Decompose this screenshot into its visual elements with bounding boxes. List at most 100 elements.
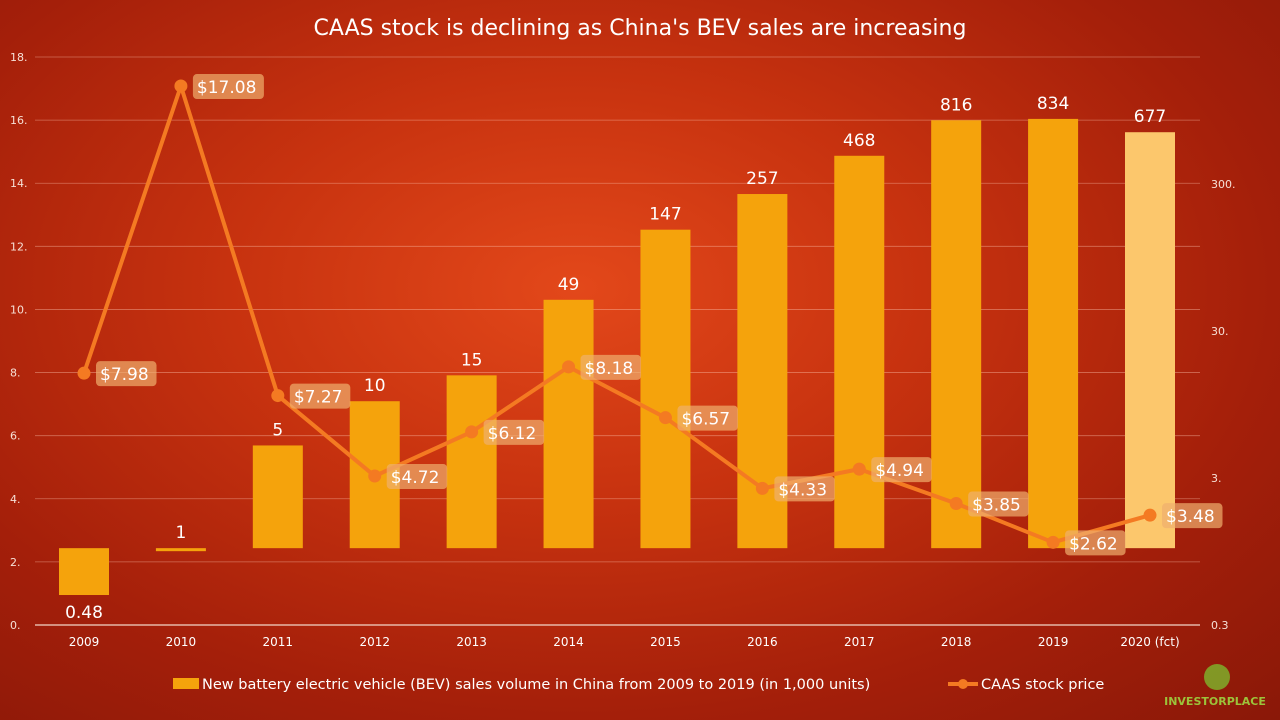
- stock-price-label: $6.57: [681, 410, 730, 430]
- stock-price-marker: [465, 425, 479, 439]
- left-axis-tick: 6.: [10, 430, 21, 443]
- x-axis-labels: 2009 2010 2011 2012 2013 2014 2015 2016 2017 2018…: [69, 635, 1180, 649]
- logo-globe-icon: [1204, 664, 1230, 690]
- left-axis-tick: 10.: [10, 303, 28, 316]
- stock-price-label: $4.94: [875, 461, 924, 481]
- left-axis-tick: 18.: [10, 51, 28, 64]
- left-axis-tick: 12.: [10, 240, 28, 253]
- stock-price-label-box: [968, 491, 1029, 517]
- x-axis-label: 2015: [650, 635, 681, 649]
- bar-value-label: 834: [1037, 94, 1069, 114]
- bar: [931, 120, 982, 549]
- bar-value-label: 257: [746, 169, 778, 189]
- investorplace-logo: INVESTORPLACE: [1164, 664, 1266, 708]
- stock-price-marker: [949, 497, 963, 511]
- right-axis-tick: 300.: [1211, 178, 1236, 191]
- stock-line: $7.98 $17.08 $7.27 $4.72 $6.12 $8.18 $6.57 $4.3…: [77, 74, 1223, 556]
- x-axis-label: 2017: [844, 635, 875, 649]
- bar: [155, 548, 206, 552]
- legend-line-label: CAAS stock price: [981, 677, 1104, 693]
- stock-price-label-box: [871, 457, 932, 483]
- right-axis-tick: 3.: [1211, 472, 1222, 485]
- stock-price-label: $4.72: [391, 468, 440, 488]
- legend-line-marker: [958, 679, 968, 689]
- bar: [446, 375, 497, 549]
- logo-text: INVESTORPLACE: [1164, 695, 1266, 708]
- stock-price-label-box: [192, 74, 264, 100]
- bar-value-label: 5: [272, 420, 283, 440]
- stock-price-marker: [77, 366, 91, 380]
- bar: [1028, 118, 1079, 549]
- left-axis-tick: 4.: [10, 493, 21, 506]
- bar-value-label: 816: [940, 95, 972, 115]
- stock-price-marker: [368, 469, 382, 483]
- bar-value-label: 49: [558, 275, 580, 295]
- stock-price-marker: [1046, 535, 1060, 549]
- stock-price-marker: [852, 462, 866, 476]
- x-axis-label: 2011: [263, 635, 294, 649]
- bar: [834, 155, 885, 549]
- stock-price-label-box: [289, 383, 351, 409]
- x-axis-label: 2016: [747, 635, 778, 649]
- right-axis: 0.3 3. 30. 300.: [1211, 178, 1236, 632]
- x-axis-label: 2012: [359, 635, 390, 649]
- stock-price-label: $2.62: [1069, 534, 1118, 554]
- stock-price-label: $6.12: [488, 424, 537, 444]
- stock-price-label-box: [677, 405, 738, 431]
- stock-price-label-box: [774, 476, 835, 502]
- x-axis-label: 2020 (fct): [1120, 635, 1179, 649]
- legend: New battery electric vehicle (BEV) sales…: [173, 677, 1104, 693]
- stock-price-line: [82, 84, 1151, 545]
- stock-price-marker: [1143, 508, 1157, 522]
- right-axis-tick: 0.3: [1211, 619, 1229, 632]
- bar-value-label: 147: [649, 205, 681, 225]
- left-axis-tick: 8.: [10, 367, 21, 380]
- stock-price-label-box: [1162, 503, 1223, 529]
- stock-price-marker: [658, 411, 672, 425]
- stock-price-marker: [562, 360, 576, 374]
- left-axis-tick: 2.: [10, 556, 21, 569]
- legend-bar-swatch: [173, 678, 199, 689]
- legend-bar-label: New battery electric vehicle (BEV) sales…: [202, 677, 870, 693]
- bar: [1125, 132, 1175, 549]
- bar-value-label: 468: [843, 131, 875, 151]
- gridlines: [35, 56, 1200, 626]
- bars: [59, 118, 1175, 596]
- bar-value-label: 15: [461, 350, 483, 370]
- stock-price-label-box: [580, 354, 642, 380]
- left-axis-tick: 0.: [10, 619, 21, 632]
- left-axis: 0. 2. 4. 6. 8. 10. 12. 14. 16. 18.: [10, 51, 28, 632]
- x-axis-label: 2014: [553, 635, 584, 649]
- bar: [59, 548, 109, 596]
- bar: [252, 445, 303, 549]
- x-axis-label: 2009: [69, 635, 100, 649]
- stock-price-marker: [271, 389, 285, 403]
- stock-price-label: $8.18: [585, 359, 634, 379]
- bar-value-label: 10: [364, 376, 386, 396]
- stock-price-label-box: [1065, 530, 1126, 556]
- bar: [640, 229, 691, 549]
- stock-price-label: $7.27: [294, 388, 343, 408]
- x-axis-label: 2018: [941, 635, 972, 649]
- stock-price-marker: [755, 481, 769, 495]
- stock-price-label: $4.33: [778, 480, 827, 500]
- stock-price-label-box: [483, 419, 545, 445]
- bar: [543, 299, 594, 549]
- right-axis-tick: 30.: [1211, 325, 1229, 338]
- stock-price-label-box: [386, 464, 448, 490]
- left-axis-tick: 16.: [10, 114, 28, 127]
- left-axis-tick: 14.: [10, 177, 28, 190]
- stock-price-label: $7.98: [100, 365, 149, 385]
- bar-value-label: 677: [1134, 107, 1166, 127]
- chart-title: CAAS stock is declining as China's BEV s…: [314, 16, 967, 41]
- stock-price-marker: [174, 79, 188, 93]
- bar-value-label: 0.48: [65, 603, 103, 623]
- stock-price-label: $3.48: [1166, 507, 1215, 527]
- stock-price-label: $3.85: [972, 496, 1021, 516]
- stock-price-label-box: [96, 361, 157, 387]
- bar-value-label: 1: [175, 523, 186, 543]
- x-axis-label: 2019: [1038, 635, 1069, 649]
- stock-price-label: $17.08: [197, 78, 256, 98]
